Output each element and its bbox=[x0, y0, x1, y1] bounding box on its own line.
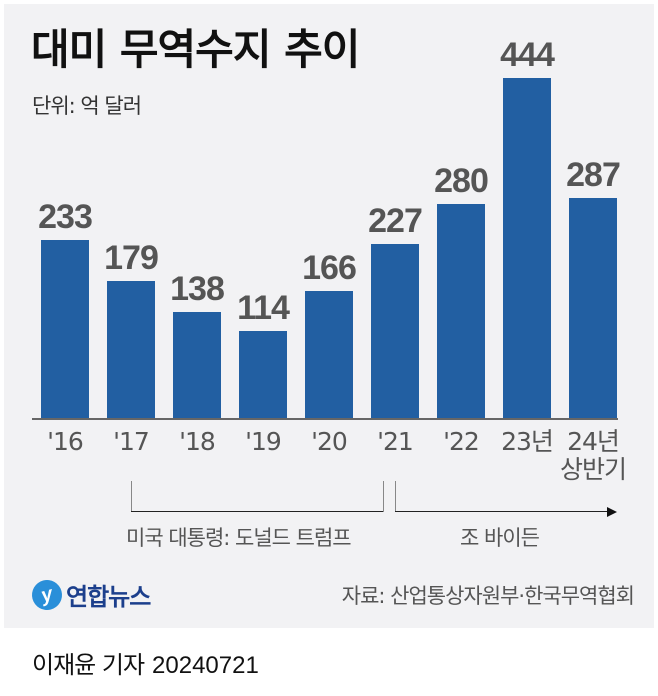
yonhap-logo-icon: y bbox=[28, 576, 66, 613]
bar bbox=[173, 312, 221, 418]
x-tick-line1: '19 bbox=[245, 427, 282, 456]
x-tick-label: '18 bbox=[157, 428, 237, 456]
x-tick-label: '20 bbox=[289, 428, 369, 456]
unit-label: 단위: 억 달러 bbox=[32, 94, 142, 118]
bar bbox=[107, 281, 155, 418]
x-tick-line1: '18 bbox=[179, 427, 216, 456]
bar bbox=[371, 244, 419, 418]
x-tick-line1: '16 bbox=[47, 427, 84, 456]
x-tick-line1: '17 bbox=[113, 427, 150, 456]
bar-value-label: 166 bbox=[302, 249, 357, 287]
reporter-name: 이재윤 기자 bbox=[32, 651, 145, 679]
chart-title: 대미 무역수지 추이 bbox=[31, 25, 360, 74]
logo-text: 연합뉴스 bbox=[66, 583, 151, 611]
yonhap-logo: y 연합뉴스 bbox=[28, 576, 151, 613]
byline: 이재윤 기자 20240721 bbox=[32, 645, 259, 680]
bar bbox=[437, 204, 485, 418]
x-tick-line1: '21 bbox=[377, 427, 414, 456]
x-tick-label: '19 bbox=[223, 428, 303, 456]
x-tick-label: '16 bbox=[25, 428, 105, 456]
bar bbox=[239, 331, 287, 418]
biden-bracket-left bbox=[395, 481, 396, 512]
bar-value-label: 287 bbox=[566, 156, 621, 194]
bar-value-label: 233 bbox=[38, 198, 93, 236]
bar-value-label: 280 bbox=[434, 162, 489, 200]
x-tick-label: '22 bbox=[421, 428, 501, 456]
x-tick-line1: '20 bbox=[311, 427, 348, 456]
x-tick-line2: 상반기 bbox=[559, 455, 627, 484]
trump-bracket-right bbox=[383, 481, 384, 512]
biden-era-label: 조 바이든 bbox=[460, 526, 540, 550]
bar bbox=[41, 240, 89, 418]
arrow-right-icon bbox=[607, 507, 617, 517]
bar-value-label: 227 bbox=[368, 202, 423, 240]
bar bbox=[305, 291, 353, 418]
x-tick-label: 24년 상반기 bbox=[553, 428, 633, 484]
bar-value-label: 444 bbox=[500, 36, 555, 74]
trump-bracket-left bbox=[131, 481, 132, 512]
x-tick-label: '21 bbox=[355, 428, 435, 456]
x-tick-label: '17 bbox=[91, 428, 171, 456]
x-axis-line bbox=[32, 418, 618, 420]
x-tick-line1: '22 bbox=[443, 427, 480, 456]
bar-value-label: 114 bbox=[237, 289, 290, 327]
x-tick-label: 23년 bbox=[487, 428, 567, 456]
biden-arrow-line bbox=[395, 511, 609, 512]
publish-date: 20240721 bbox=[152, 652, 259, 679]
x-tick-line1: 24년 bbox=[567, 427, 620, 456]
source-note: 자료: 산업통상자원부·한국무역협회 bbox=[341, 584, 635, 608]
bar-value-label: 179 bbox=[104, 239, 159, 277]
trump-bracket-bottom bbox=[131, 511, 384, 512]
trump-era-label: 미국 대통령: 도널드 트럼프 bbox=[126, 526, 352, 550]
x-tick-line1: 23년 bbox=[501, 427, 554, 456]
bar bbox=[569, 198, 617, 418]
bar-value-label: 138 bbox=[170, 270, 225, 308]
bar bbox=[503, 78, 551, 418]
